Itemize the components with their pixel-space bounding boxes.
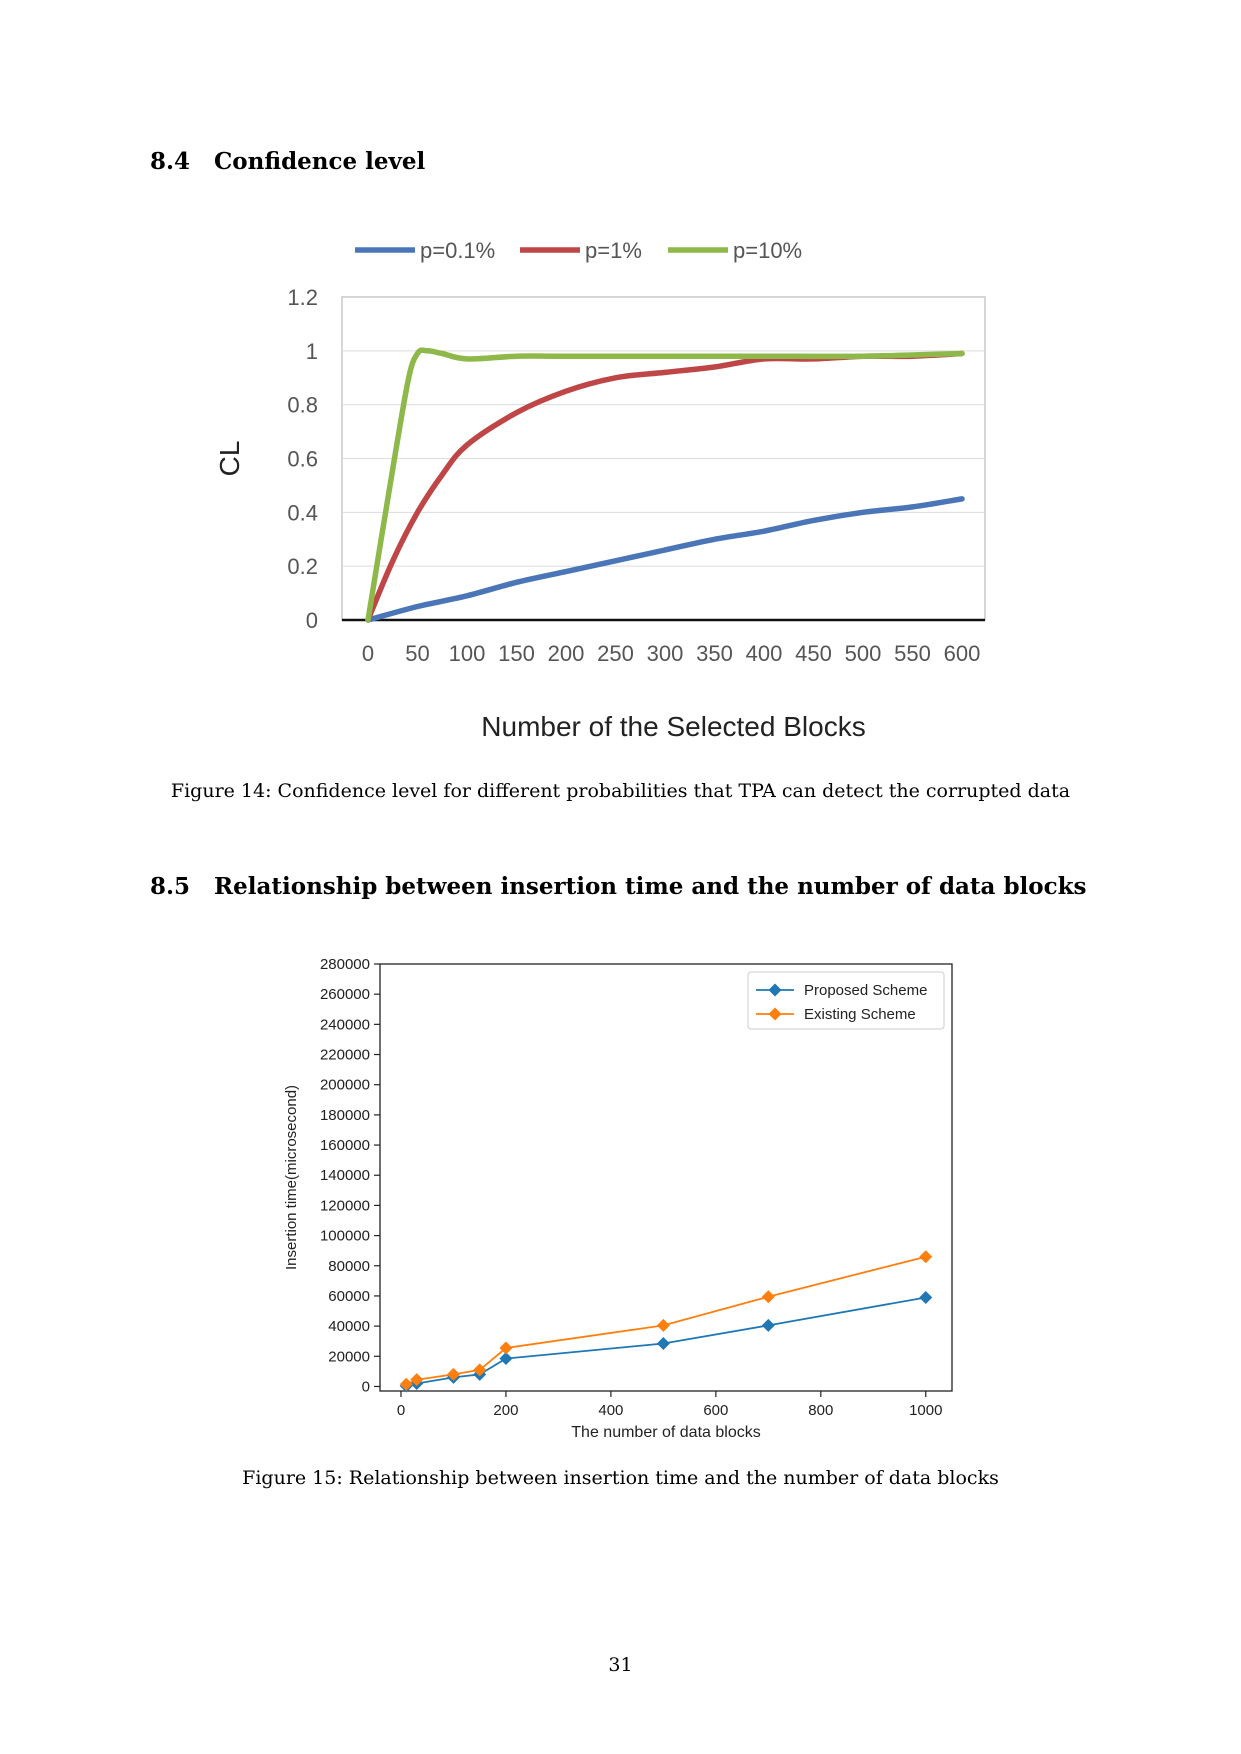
section-number: 8.5 bbox=[150, 873, 191, 900]
y-tick-label: 100000 bbox=[320, 1228, 370, 1245]
confidence-level-chart: 0 0.2 0.4 0.6 0.8 1 1.2 0 50 100 150 200 250 300 350 40… bbox=[214, 238, 986, 742]
y-tick-label: 1.2 bbox=[287, 285, 318, 310]
figure-15-caption: Figure 15: Relationship between insertio… bbox=[242, 1467, 999, 1489]
insertion-time-chart: 0 20000 40000 60000 80000 100000 120000 140000 1… bbox=[283, 956, 953, 1441]
x-tick-label: 200 bbox=[493, 1402, 518, 1419]
section-title: Relationship between insertion time and … bbox=[214, 873, 1087, 900]
legend-item: p=10% bbox=[668, 238, 802, 263]
data-point bbox=[446, 1367, 460, 1381]
x-tick-label: 0 bbox=[397, 1402, 405, 1419]
x-tick-label: 0 bbox=[362, 641, 374, 666]
data-point bbox=[473, 1363, 487, 1377]
y-tick-label: 0.2 bbox=[287, 554, 318, 579]
x-tick-label: 450 bbox=[795, 641, 832, 666]
x-tick-label: 350 bbox=[696, 641, 733, 666]
y-tick-label: 0 bbox=[362, 1378, 370, 1395]
y-tick-label: 140000 bbox=[320, 1167, 370, 1184]
y-tick-label: 0 bbox=[306, 608, 318, 633]
x-tick-label: 800 bbox=[808, 1402, 833, 1419]
data-point bbox=[399, 1377, 413, 1391]
x-tick-label: 200 bbox=[548, 641, 585, 666]
y-tick-label: 260000 bbox=[320, 986, 370, 1003]
legend-item: p=1% bbox=[520, 238, 642, 263]
legend-marker bbox=[768, 983, 782, 997]
x-axis-label: The number of data blocks bbox=[571, 1424, 760, 1441]
series-line-p=10% bbox=[365, 347, 965, 623]
figure-14-caption: Figure 14: Confidence level for differen… bbox=[170, 780, 1071, 802]
data-point bbox=[919, 1250, 933, 1264]
series-line-Existing Scheme bbox=[405, 1255, 927, 1386]
y-tick-label: 60000 bbox=[328, 1288, 370, 1305]
legend-label: p=10% bbox=[733, 238, 802, 263]
y-tick-label: 0.4 bbox=[287, 500, 318, 525]
x-tick-label: 550 bbox=[894, 641, 931, 666]
data-point bbox=[761, 1318, 775, 1332]
y-tick-label: 0.6 bbox=[287, 447, 318, 472]
legend-box bbox=[747, 971, 945, 1030]
page-number: 31 bbox=[608, 1654, 633, 1676]
plot-frame bbox=[379, 963, 953, 1392]
y-tick-label: 220000 bbox=[320, 1047, 370, 1064]
y-tick-label: 80000 bbox=[328, 1258, 370, 1275]
data-point bbox=[761, 1290, 775, 1304]
x-tick-label: 400 bbox=[598, 1402, 623, 1419]
data-point bbox=[656, 1336, 670, 1350]
x-tick-label: 250 bbox=[597, 641, 634, 666]
legend-label: Proposed Scheme bbox=[804, 982, 927, 999]
y-tick-label: 240000 bbox=[320, 1016, 370, 1033]
data-point bbox=[499, 1352, 513, 1366]
y-tick-label: 1 bbox=[306, 339, 318, 364]
section-title: Confidence level bbox=[214, 148, 426, 175]
x-tick-label: 100 bbox=[449, 641, 486, 666]
y-tick-label: 180000 bbox=[320, 1107, 370, 1124]
section-heading-8-4: 8.4 Confidence level bbox=[150, 148, 425, 175]
legend-item: p=0.1% bbox=[355, 238, 495, 263]
data-point bbox=[499, 1341, 513, 1355]
y-tick-label: 120000 bbox=[320, 1197, 370, 1214]
data-point bbox=[656, 1318, 670, 1332]
y-tick-label: 280000 bbox=[320, 956, 370, 973]
x-tick-label: 500 bbox=[845, 641, 882, 666]
series-line-p=0.1% bbox=[365, 496, 965, 623]
y-tick-label: 40000 bbox=[328, 1318, 370, 1335]
y-tick-label: 20000 bbox=[328, 1348, 370, 1365]
series-line-Proposed Scheme bbox=[405, 1296, 926, 1387]
y-tick-label: 200000 bbox=[320, 1077, 370, 1094]
legend-label: p=0.1% bbox=[420, 238, 495, 263]
y-axis-label: CL bbox=[214, 441, 245, 477]
x-tick-label: 400 bbox=[746, 641, 783, 666]
legend-label: p=1% bbox=[585, 238, 642, 263]
legend-label: Existing Scheme bbox=[804, 1006, 916, 1023]
x-axis-label: Number of the Selected Blocks bbox=[481, 711, 865, 742]
y-tick-label: 160000 bbox=[320, 1137, 370, 1154]
data-point bbox=[410, 1373, 424, 1387]
legend: Proposed Scheme Existing Scheme bbox=[747, 971, 945, 1030]
data-point bbox=[919, 1290, 933, 1304]
x-tick-label: 600 bbox=[703, 1402, 728, 1419]
x-tick-label: 50 bbox=[405, 641, 429, 666]
legend-marker bbox=[768, 1007, 782, 1021]
x-tick-label: 300 bbox=[647, 641, 684, 666]
x-tick-label: 600 bbox=[944, 641, 981, 666]
y-axis-label: Insertion time(microsecond) bbox=[283, 1085, 300, 1270]
section-heading-8-5: 8.5 Relationship between insertion time a… bbox=[150, 873, 1087, 900]
section-number: 8.4 bbox=[150, 148, 191, 175]
x-tick-label: 1000 bbox=[909, 1402, 942, 1419]
y-tick-label: 0.8 bbox=[287, 393, 318, 418]
x-tick-label: 150 bbox=[498, 641, 535, 666]
